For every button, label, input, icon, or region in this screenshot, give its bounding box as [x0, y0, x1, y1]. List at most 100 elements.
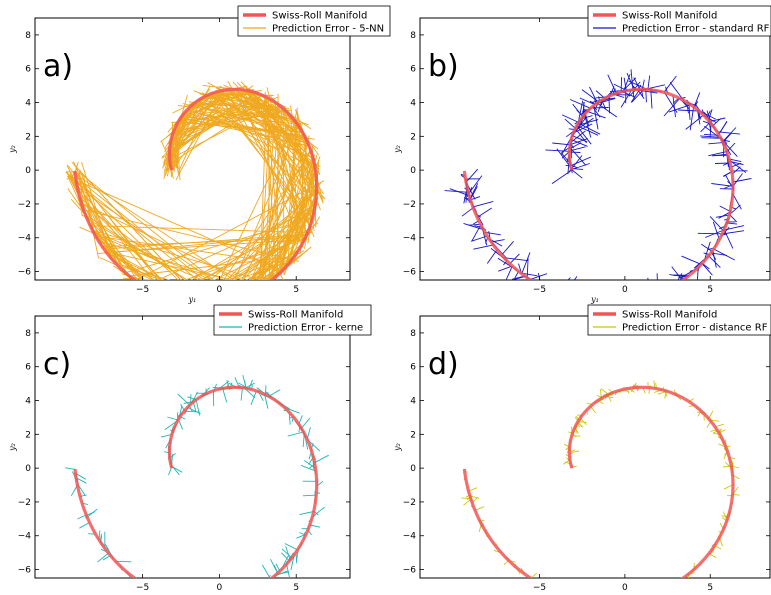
error-segment — [83, 182, 283, 272]
x-axis-label: y₁ — [188, 593, 197, 595]
error-segment — [67, 188, 130, 277]
error-segment — [623, 77, 627, 91]
error-segment — [648, 594, 651, 595]
error-segment — [678, 109, 699, 112]
error-segment — [639, 294, 659, 295]
error-segment — [631, 88, 645, 103]
error-segment — [486, 249, 498, 264]
error-segment — [561, 114, 579, 123]
x-tick-label: 0 — [622, 285, 628, 295]
error-segment — [261, 586, 271, 592]
error-segment — [637, 292, 651, 297]
legend: Swiss-Roll Manifold Prediction Error - ke… — [213, 304, 372, 336]
plot-area — [444, 69, 752, 311]
y-tick-label: −2 — [18, 200, 31, 210]
panel-label: c) — [43, 347, 71, 382]
error-segment — [561, 295, 569, 303]
error-segment — [625, 297, 642, 299]
error-segment — [589, 86, 598, 104]
error-segment — [648, 287, 668, 289]
error-segment — [122, 277, 159, 280]
error-segment — [571, 169, 583, 179]
error-segment — [641, 292, 642, 299]
error-segment — [471, 224, 482, 242]
error-segment — [576, 125, 592, 145]
legend-box — [587, 304, 771, 336]
error-segment — [83, 194, 163, 280]
error-segment — [121, 273, 146, 280]
error-segment — [257, 278, 274, 280]
error-segment — [101, 246, 164, 280]
error-segment — [561, 295, 569, 311]
x-tick-label: 0 — [217, 583, 223, 593]
error-segment — [233, 260, 291, 280]
error-segment — [257, 588, 259, 592]
y-tick-label: 2 — [25, 430, 31, 440]
plot-area — [461, 380, 740, 595]
error-segment — [129, 256, 292, 277]
legend-entry: Swiss-Roll Manifold — [248, 310, 343, 321]
error-segment — [465, 168, 479, 183]
x-tick-label: −5 — [136, 583, 149, 593]
y-tick-label: 8 — [410, 329, 416, 339]
y-tick-label: 6 — [25, 65, 31, 75]
y-tick-label: 4 — [410, 397, 416, 407]
error-segment — [259, 582, 267, 588]
error-segment — [712, 118, 722, 127]
error-segment — [71, 161, 182, 280]
legend-box — [237, 5, 391, 37]
error-segment — [237, 92, 316, 171]
legend-entry: Prediction Error - 5-NN — [272, 24, 384, 35]
error-segment — [663, 98, 681, 117]
y-tick-label: 0 — [25, 464, 31, 474]
error-segment — [701, 137, 721, 139]
error-segment — [98, 240, 232, 280]
error-segment — [314, 454, 329, 464]
manifold-line — [462, 385, 735, 578]
error-segment — [78, 180, 102, 246]
error-segment — [79, 522, 90, 529]
error-segment — [571, 155, 583, 170]
error-segment — [722, 230, 745, 235]
error-segment — [732, 193, 742, 210]
error-segment — [570, 130, 586, 143]
y-axis-label: y₂ — [8, 443, 17, 452]
error-segment — [176, 124, 178, 168]
error-segment — [630, 69, 634, 90]
error-segment — [473, 244, 494, 250]
manifold-line — [73, 385, 319, 578]
y-tick-label: 0 — [25, 166, 31, 176]
legend: Swiss-Roll Manifold Prediction Error - st… — [587, 5, 771, 37]
error-segment — [671, 266, 683, 280]
error-segment — [236, 89, 308, 171]
plot-area — [65, 80, 326, 304]
x-tick-label: 0 — [622, 583, 628, 593]
error-segment — [573, 276, 578, 280]
error-segment — [679, 283, 689, 302]
error-segment — [77, 186, 213, 280]
error-segment — [650, 89, 653, 109]
error-segment — [276, 154, 316, 277]
legend-entry: Prediction Error - kerne — [248, 323, 363, 334]
error-segment — [202, 299, 241, 304]
legend-entry: Swiss-Roll Manifold — [622, 11, 717, 22]
plot-area — [65, 374, 329, 592]
error-segment — [468, 223, 481, 226]
error-segment — [249, 201, 317, 280]
error-segment — [163, 103, 278, 163]
panel-label: d) — [428, 347, 459, 382]
error-segment — [102, 237, 308, 248]
error-segment — [596, 102, 618, 118]
error-segment — [156, 212, 304, 280]
manifold-line — [462, 87, 735, 280]
error-segment — [548, 290, 553, 302]
error-segment — [645, 89, 647, 103]
error-segment — [259, 581, 269, 586]
error-segment — [177, 393, 191, 406]
error-segment — [234, 377, 240, 388]
error-segment — [234, 295, 238, 298]
error-segment — [250, 390, 257, 405]
error-segment — [268, 389, 281, 397]
error-segment — [662, 286, 675, 302]
error-segment — [648, 297, 653, 299]
